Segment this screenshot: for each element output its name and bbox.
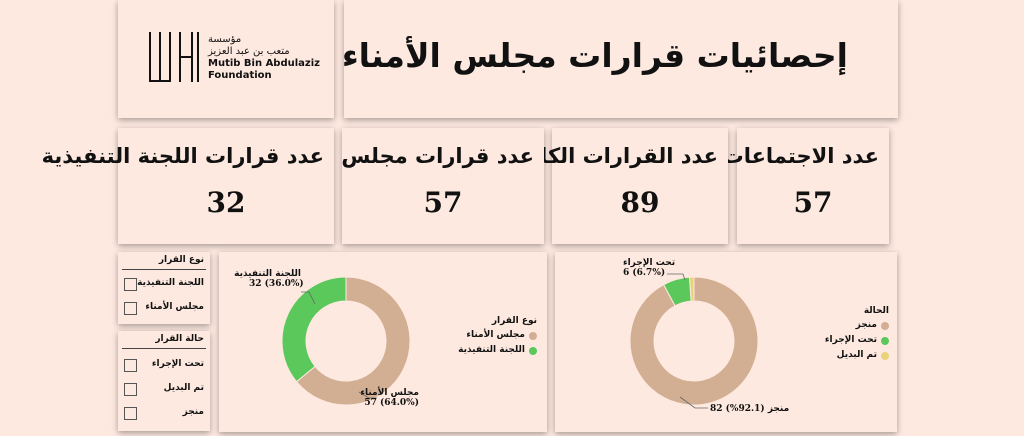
foundation-logo-icon [149,32,199,82]
kpi-total-decisions: عدد القرارات الكلية 89 [518,128,728,244]
chart-legend: الحالة منجز تحت الإجراء تم البديل [825,306,889,365]
chart-legend: نوع القرار مجلس الأمناء اللجنة التنفيذية [458,316,537,360]
kpi-label: عدد القرارات الكلية [518,144,718,168]
legend-label: مجلس الأمناء [466,330,525,340]
legend-item-board[interactable]: مجلس الأمناء [458,330,537,345]
logo-en-line2: Foundation [208,70,272,81]
checkbox[interactable] [124,302,137,315]
filter-option-label: تم البديل [163,383,204,393]
data-label-percent: (6.7%) [632,268,666,278]
filter-option-label: تحت الإجراء [151,359,204,369]
checkbox[interactable] [124,407,137,420]
filter-divider [122,348,206,349]
filter-decision-type: نوع القرار اللجنة التنفيذية مجلس الأمناء [118,252,210,324]
filter-option-committee[interactable]: اللجنة التنفيذية [124,278,204,292]
filter-option-label: اللجنة التنفيذية [137,278,204,288]
donut-slice-replaced[interactable] [688,276,695,302]
data-label-percent: (36.0%) [264,279,304,289]
filter-option-done[interactable]: منجز [124,407,204,421]
donut-chart-status [629,273,759,409]
data-label-count: 6 [623,268,630,278]
kpi-label: عدد قرارات اللجنة التنفيذية [41,144,324,168]
leader-line-board [358,391,377,399]
data-label-name: تحت الإجراء [623,258,676,268]
legend-title: الحالة [863,306,889,316]
kpi-value: 57 [423,186,463,219]
page-title: إحصائيات قرارات مجلس الأمناء [341,36,848,75]
donut-slice-committee[interactable] [281,276,347,383]
legend-dot [529,332,537,340]
kpi-board-decisions: عدد قرارات مجلس الأمناء 57 [271,128,544,244]
logo-card: مؤسسة متعب بن عبد العزيز Mutib Bin Abdul… [118,0,334,118]
legend-dot [881,322,889,330]
legend-title: نوع القرار [491,316,537,326]
logo-ar-line1: مؤسسة [208,34,242,45]
chart-decision-type: اللجنة التنفيذية 32 (36.0%) مجلس الأمناء… [219,252,547,432]
data-label-name: مجلس الأمناء [360,388,419,398]
checkbox[interactable] [124,383,137,396]
filter-title: نوع القرار [158,255,204,265]
data-label-value: 6 (6.7%) [623,268,675,278]
kpi-meetings: عدد الاجتماعات 57 [723,128,889,244]
leader-line-in-progress [667,273,686,281]
checkbox[interactable] [124,359,137,372]
title-card: إحصائيات قرارات مجلس الأمناء [341,0,898,118]
filter-divider [122,269,206,270]
legend-label: منجز [855,320,877,330]
data-label-percent: (92.1%) [725,404,765,414]
filter-option-board[interactable]: مجلس الأمناء [124,302,204,316]
data-label-committee: اللجنة التنفيذية 32 (36.0%) [234,269,304,289]
donut-chart-type [281,276,411,406]
kpi-value: 32 [206,186,246,219]
logo-ar-line2: متعب بن عبد العزيز [208,46,290,57]
data-label-count: 82 [710,404,723,414]
data-label-name: اللجنة التنفيذية [234,269,301,279]
donut-slice-done[interactable] [629,276,759,406]
donut-slice-board[interactable] [295,276,411,406]
filter-option-label: مجلس الأمناء [145,302,204,312]
data-label-count: 57 [364,398,377,408]
logo-text: مؤسسة متعب بن عبد العزيز Mutib Bin Abdul… [208,34,320,82]
leader-line-done [679,396,708,409]
legend-label: تم البديل [836,350,877,360]
kpi-value: 89 [620,186,660,219]
logo-en-line1: Mutib Bin Abdulaziz [208,58,320,69]
filter-option-label: منجز [182,407,204,417]
chart-decision-status: تحت الإجراء 6 (6.7%) 82 منجز (92.1%) الح… [555,252,897,432]
filter-title: حالة القرار [155,334,204,344]
legend-dot [881,352,889,360]
data-label-count: 32 [249,279,262,289]
legend-label: اللجنة التنفيذية [458,345,525,355]
legend-item-done[interactable]: منجز [825,320,889,335]
legend-dot [881,337,889,345]
checkbox[interactable] [124,278,137,291]
kpi-label: عدد الاجتماعات [722,144,879,168]
data-label-name: منجز [767,404,790,414]
legend-item-replaced[interactable]: تم البديل [825,350,889,365]
data-label-percent: (64.0%) [380,398,419,408]
kpi-value: 57 [793,186,833,219]
legend-dot [529,347,537,355]
leader-line-committee [301,291,316,305]
legend-item-committee[interactable]: اللجنة التنفيذية [458,345,537,360]
data-label-done: 82 منجز (92.1%) [710,404,789,414]
filter-option-in-progress[interactable]: تحت الإجراء [124,359,204,373]
filter-option-replaced[interactable]: تم البديل [124,383,204,397]
data-label-in-progress: تحت الإجراء 6 (6.7%) [623,258,675,278]
legend-label: تحت الإجراء [824,335,877,345]
data-label-board: مجلس الأمناء 57 (64.0%) [359,388,419,408]
data-label-value: 57 (64.0%) [359,398,419,408]
kpi-committee-decisions: عدد قرارات اللجنة التنفيذية 32 [42,128,334,244]
data-label-value: 32 (36.0%) [249,279,304,289]
legend-item-in-progress[interactable]: تحت الإجراء [825,335,889,350]
filter-decision-status: حالة القرار تحت الإجراء تم البديل منجز [118,331,210,431]
